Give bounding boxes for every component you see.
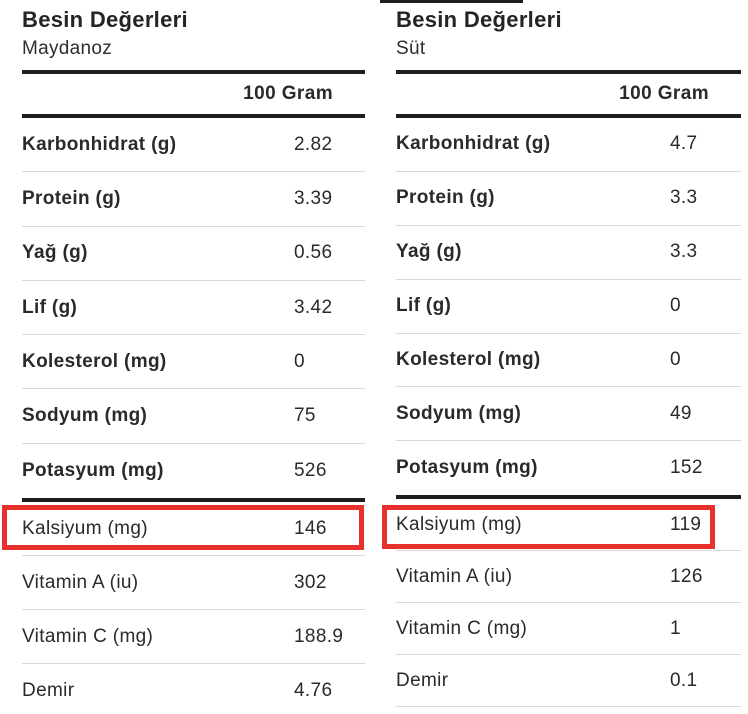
row-label: Potasyum (mg): [396, 457, 538, 479]
row-label: Sodyum (mg): [396, 402, 522, 424]
row-label: Karbonhidrat (g): [396, 133, 551, 155]
table-row: Sodyum (mg) 75: [22, 389, 365, 444]
row-label: Vitamin A (iu): [22, 571, 139, 593]
row-value: 0.56: [294, 242, 333, 264]
section-divider-line: [396, 495, 741, 500]
row-value: 0: [294, 350, 305, 372]
table-row: Vitamin C (mg) 1: [396, 603, 741, 656]
row-value: 526: [294, 459, 327, 481]
section-divider-line: [22, 498, 365, 503]
row-value: 1: [670, 617, 681, 639]
row-value: 4.76: [294, 679, 333, 701]
table-row: Potasyum (mg) 152: [396, 441, 741, 495]
row-label: Lif (g): [22, 296, 78, 318]
table-row: Protein (g) 3.3: [396, 172, 741, 226]
secondary-rows-group: Kalsiyum (mg) 119 Vitamin A (iu) 126 Vitamin…: [382, 499, 741, 708]
table-row: Vitamin A (iu) 126: [396, 551, 741, 604]
table-subtitle: Süt: [396, 38, 426, 59]
row-label: Kalsiyum (mg): [396, 513, 522, 535]
secondary-rows-group: Kalsiyum (mg) 146 Vitamin A (iu) 302 Vitamin…: [2, 502, 365, 714]
table-title: Besin Değerleri: [22, 7, 188, 32]
row-value: 119: [670, 513, 702, 535]
table-row: Kolesterol (mg) 0: [396, 334, 741, 388]
row-label: Karbonhidrat (g): [22, 133, 177, 155]
table-title: Besin Değerleri: [396, 7, 562, 32]
row-value: 4.7: [670, 133, 698, 155]
table-row: Karbonhidrat (g) 2.82: [22, 118, 365, 173]
table-row: Vitamin A (iu) 302: [22, 556, 365, 611]
row-value: 75: [294, 405, 316, 427]
row-value: 0: [670, 349, 681, 370]
table-row: Lif (g) 0: [396, 280, 741, 334]
primary-rows-group: Karbonhidrat (g) 2.82 Protein (g) 3.39 Yağ (…: [22, 118, 365, 498]
row-label: Lif (g): [396, 295, 452, 317]
nutrition-table-sut: Besin Değerleri Süt 100 Gram Karbonhidra…: [382, 0, 741, 708]
table-row: Kolesterol (mg) 0: [22, 335, 365, 390]
table-row: Potasyum (mg) 526: [22, 444, 365, 498]
row-value: 49: [670, 402, 692, 424]
row-value: 152: [670, 457, 703, 479]
table-row: Demir 4.76: [22, 664, 365, 714]
table-row: Vitamin C (mg) 188.9: [22, 610, 365, 665]
row-value: 0: [670, 295, 681, 317]
row-label: Vitamin C (mg): [396, 617, 528, 639]
unit-column-header: 100 Gram: [243, 83, 333, 104]
table-row: Kalsiyum (mg) 119: [382, 499, 741, 552]
row-value: 302: [294, 571, 327, 593]
row-label: Potasyum (mg): [22, 459, 164, 481]
row-value: 3.3: [670, 241, 698, 263]
row-label: Vitamin C (mg): [22, 625, 154, 647]
primary-rows-group: Karbonhidrat (g) 4.7 Protein (g) 3.3 Yağ (g)…: [396, 118, 741, 495]
row-value: 3.42: [294, 296, 333, 318]
table-header-row: 100 Gram: [22, 70, 365, 118]
row-label: Yağ (g): [22, 242, 88, 264]
row-value: 3.3: [670, 187, 698, 209]
row-value: 2.82: [294, 133, 333, 155]
row-label: Protein (g): [22, 187, 121, 209]
table-row: Protein (g) 3.39: [22, 172, 365, 227]
table-row: Sodyum (mg) 49: [396, 387, 741, 442]
row-label: Demir: [22, 679, 75, 701]
table-row: Demir 0.1: [396, 655, 741, 708]
table-row: Kalsiyum (mg) 146: [2, 502, 365, 557]
cropped-element-bar: [380, 0, 523, 3]
row-label: Kolesterol (mg): [22, 350, 167, 372]
row-value: 126: [670, 565, 703, 587]
row-label: Vitamin A (iu): [396, 565, 513, 587]
row-label: Protein (g): [396, 187, 495, 209]
nutrition-table-maydanoz: Besin Değerleri Maydanoz 100 Gram Karbon…: [2, 0, 365, 714]
row-label: Kolesterol (mg): [396, 349, 541, 370]
row-label: Yağ (g): [396, 241, 462, 263]
table-row: Karbonhidrat (g) 4.7: [396, 118, 741, 172]
row-label: Sodyum (mg): [22, 405, 148, 427]
table-row: Yağ (g) 0.56: [22, 227, 365, 281]
table-subtitle: Maydanoz: [22, 38, 113, 59]
row-label: Kalsiyum (mg): [22, 517, 148, 539]
unit-column-header: 100 Gram: [619, 83, 709, 104]
table-row: Yağ (g) 3.3: [396, 226, 741, 280]
row-value: 188.9: [294, 625, 344, 647]
table-row: Lif (g) 3.42: [22, 281, 365, 336]
table-header-row: 100 Gram: [396, 70, 741, 118]
row-value: 0.1: [670, 669, 698, 691]
row-value: 3.39: [294, 187, 333, 209]
row-value: 146: [294, 517, 327, 539]
row-label: Demir: [396, 669, 449, 691]
